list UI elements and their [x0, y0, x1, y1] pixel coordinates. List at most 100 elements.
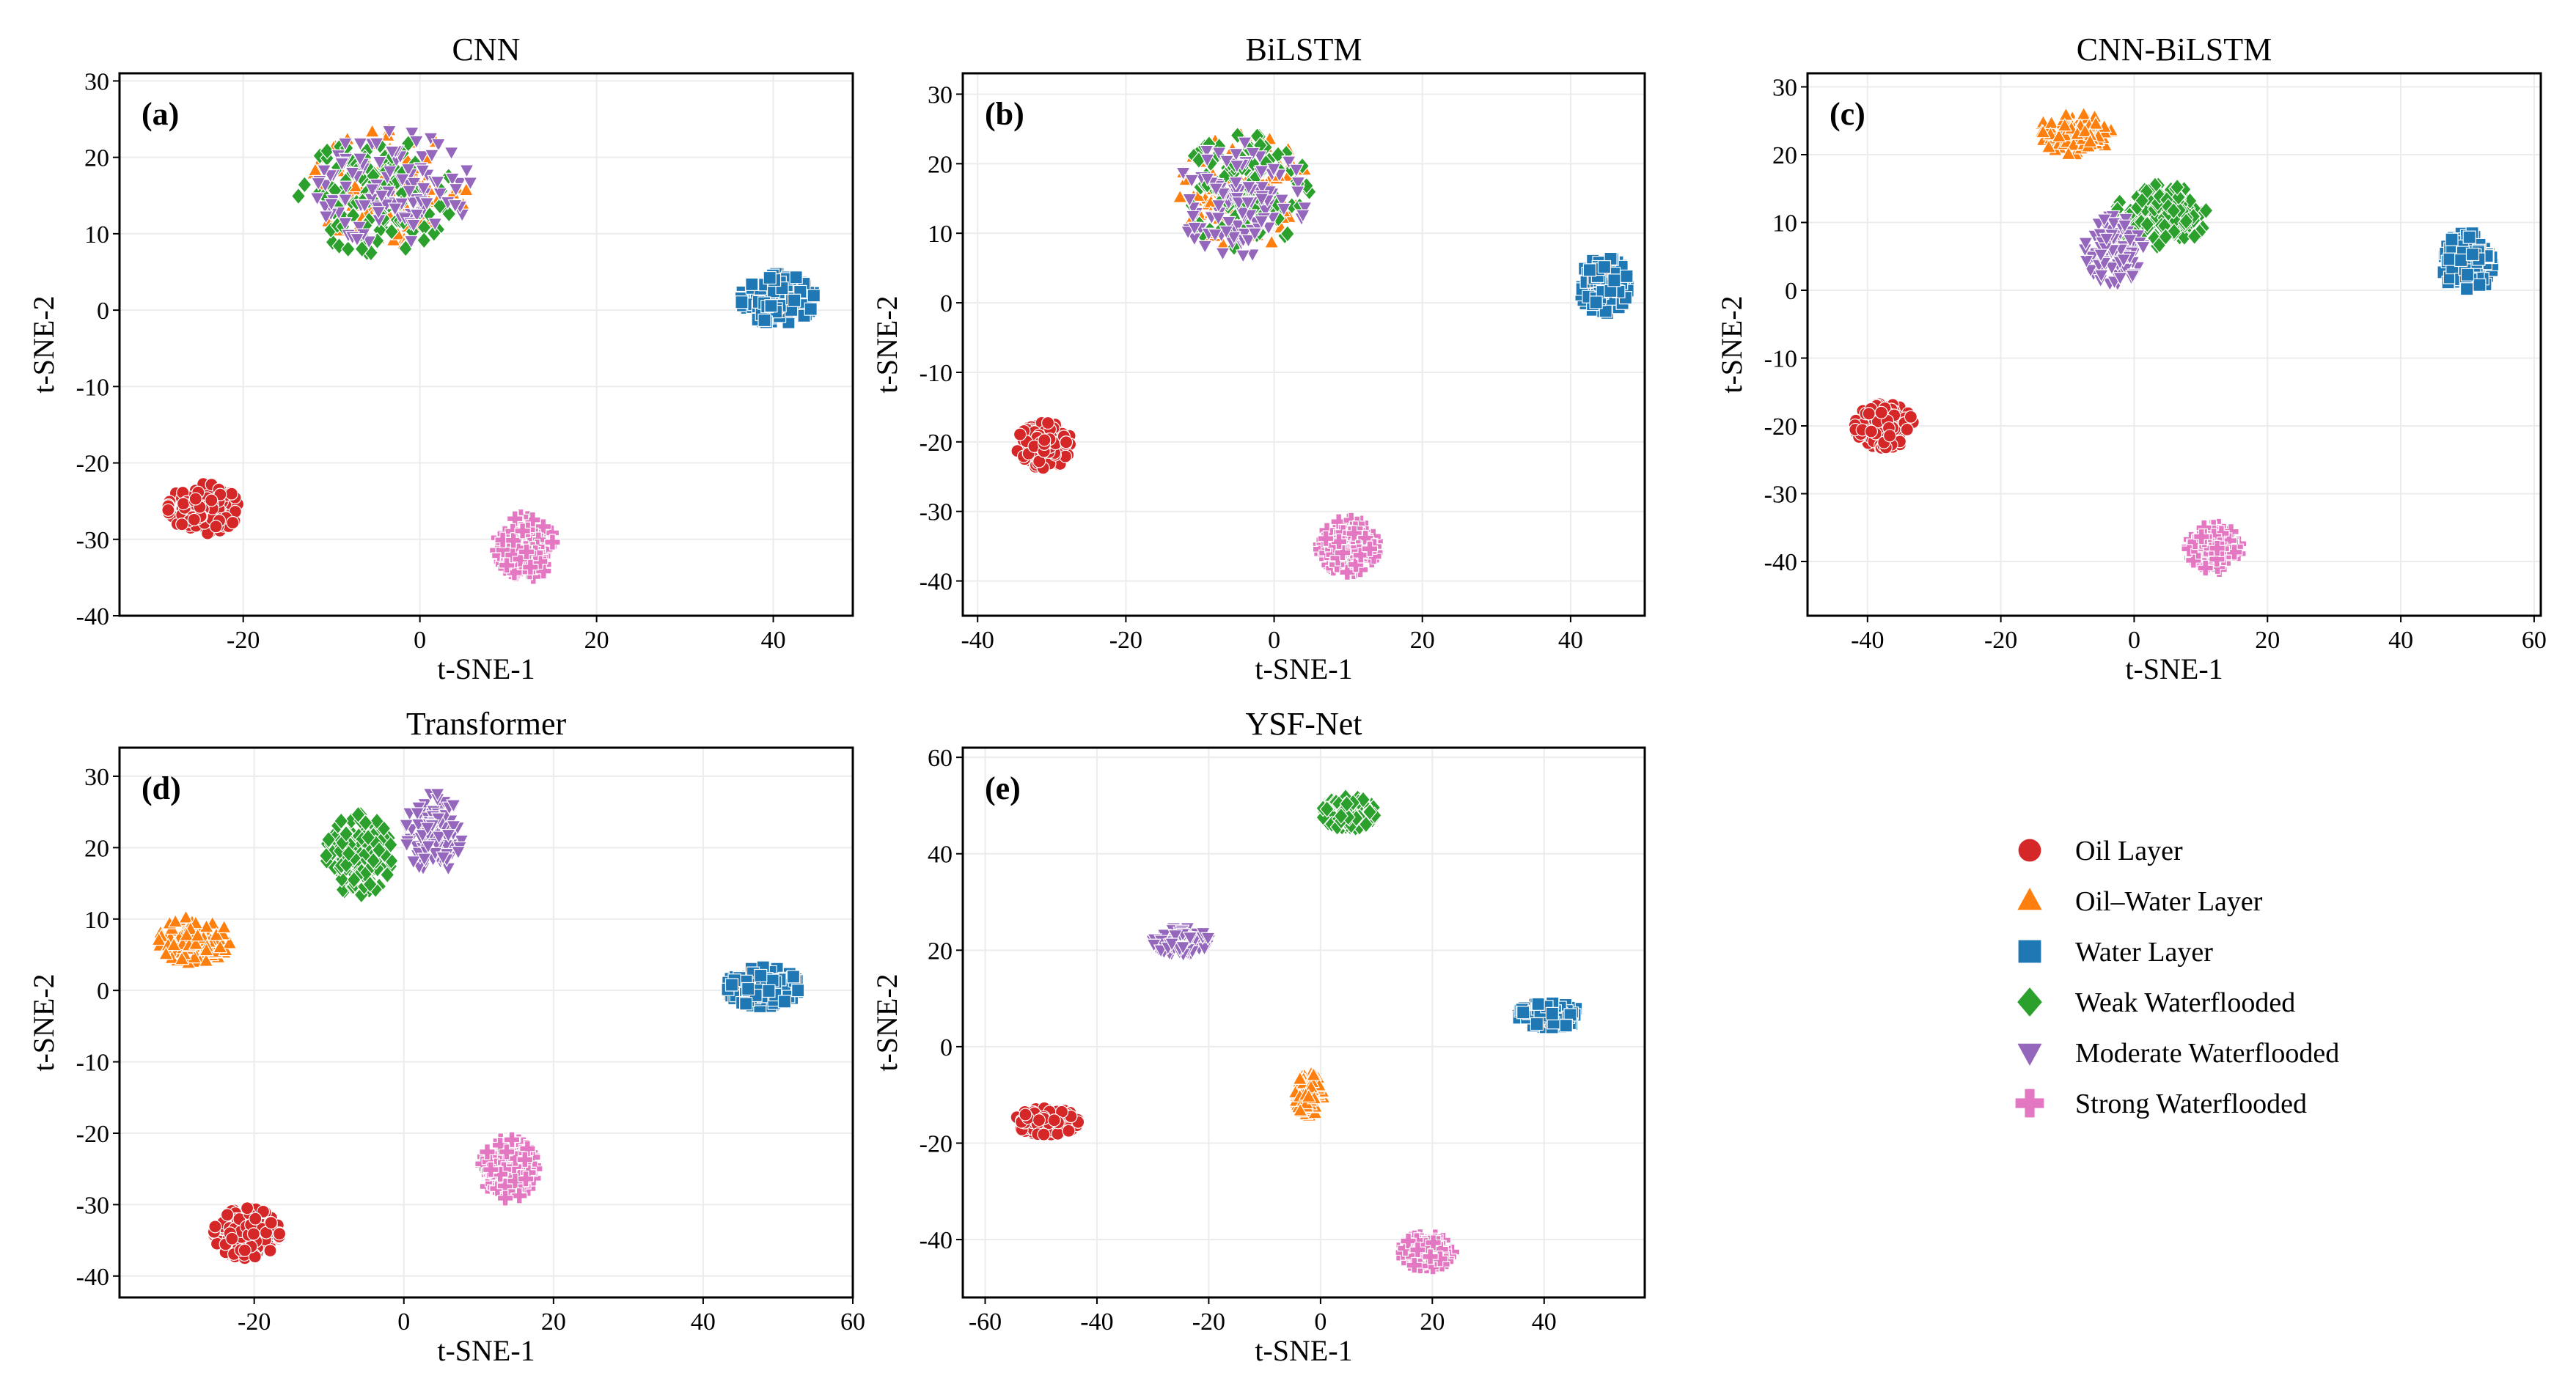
data-point [463, 177, 478, 191]
data-point [430, 175, 446, 190]
data-point [1235, 207, 1250, 221]
data-point [479, 1144, 496, 1160]
x-tick-label: 0 [1314, 1308, 1326, 1336]
legend-label: Water Layer [2075, 937, 2213, 968]
legend-label: Moderate Waterflooded [2075, 1038, 2339, 1069]
data-point [1237, 136, 1253, 151]
data-point [453, 834, 469, 849]
data-point [1516, 1006, 1530, 1020]
data-point [482, 1161, 499, 1178]
y-tick-label: -30 [920, 499, 953, 526]
data-point [1582, 263, 1596, 277]
data-point [346, 871, 362, 889]
x-tick-label: -20 [227, 627, 260, 654]
x-tick-label: 40 [691, 1308, 716, 1336]
data-point [318, 847, 334, 865]
data-point [741, 982, 755, 996]
data-point [503, 1131, 521, 1149]
legend-marker [2016, 885, 2044, 911]
data-point [1175, 941, 1191, 955]
data-point [1038, 433, 1052, 447]
data-point [186, 949, 202, 964]
scatter-points [161, 122, 821, 585]
data-point [212, 939, 228, 954]
data-point [1230, 126, 1245, 144]
y-axis-label: t-SNE-2 [1715, 295, 1748, 393]
x-tick-label: 40 [2388, 627, 2413, 654]
panel-e: -60 -40 -20 0 20 40 -40 -20 0 20 40 60 YSF-Net (e) t-S… [870, 706, 1646, 1367]
data-point [1317, 530, 1335, 547]
data-point [290, 187, 307, 205]
data-point [1037, 1127, 1051, 1141]
x-tick-label: 20 [1420, 1308, 1445, 1336]
legend-entry: Moderate Waterflooded [2016, 1038, 2339, 1069]
data-point [516, 1151, 534, 1168]
data-point [321, 831, 337, 849]
data-point [380, 866, 395, 884]
data-point [176, 497, 191, 511]
data-point [167, 913, 183, 928]
data-point [406, 855, 422, 870]
panel-d: -20 0 20 40 60 -40 -30 -20 -10 0 10 20 30 Transformer… [27, 706, 865, 1367]
data-point [362, 875, 378, 894]
data-point [1175, 166, 1191, 181]
data-point [1900, 422, 1914, 437]
data-point [416, 182, 432, 196]
data-point [739, 997, 753, 1011]
panel-label: (a) [142, 96, 179, 132]
data-point [338, 825, 354, 843]
y-tick-label: -40 [76, 603, 109, 630]
data-point [337, 194, 353, 208]
data-point [1333, 807, 1348, 825]
data-point [2057, 117, 2073, 132]
legend-marker [2017, 838, 2042, 863]
data-point [1247, 227, 1263, 242]
data-point [309, 192, 325, 207]
x-tick-label: -20 [1109, 627, 1142, 654]
y-tick-label: -20 [920, 1130, 953, 1157]
y-tick-label: 0 [97, 978, 109, 1005]
data-point [444, 147, 460, 161]
data-point [2082, 133, 2098, 148]
legend-entry: Weak Waterflooded [2016, 986, 2295, 1018]
y-tick-label: 10 [84, 907, 109, 934]
panel-label: (d) [142, 770, 181, 806]
data-point [745, 277, 759, 291]
data-point [340, 240, 356, 258]
data-point [351, 221, 367, 235]
panel-label: (b) [985, 96, 1024, 132]
data-point [417, 231, 432, 249]
data-point [334, 157, 350, 172]
data-point [369, 137, 384, 152]
data-point [498, 1144, 515, 1160]
y-tick-label: -40 [76, 1264, 109, 1291]
data-point [1358, 815, 1374, 833]
y-tick-label: 10 [1772, 210, 1797, 237]
data-point [1221, 216, 1237, 230]
y-tick-label: -30 [1764, 482, 1797, 509]
data-point [264, 1216, 278, 1230]
data-point [445, 799, 461, 814]
data-point [2077, 237, 2094, 251]
data-point [754, 968, 768, 983]
x-tick-label: -20 [1192, 1308, 1225, 1336]
data-point [506, 510, 524, 527]
data-point [1199, 144, 1215, 159]
data-point [2061, 146, 2077, 161]
y-tick-label: 0 [940, 290, 953, 317]
data-point [1215, 187, 1231, 202]
panel-title: YSF-Net [1246, 706, 1362, 742]
data-point [1047, 1113, 1061, 1127]
plot-frame [118, 746, 854, 1299]
data-point [2083, 264, 2099, 279]
data-point [225, 1231, 239, 1245]
y-tick-label: 0 [1785, 278, 1797, 305]
data-point [1530, 1017, 1544, 1031]
data-point [1864, 424, 1879, 438]
data-point [1292, 1070, 1308, 1085]
data-point [174, 951, 190, 965]
y-tick-label: -10 [1764, 346, 1797, 373]
data-point [384, 222, 400, 240]
data-point [2187, 227, 2202, 246]
data-point [1211, 147, 1227, 161]
